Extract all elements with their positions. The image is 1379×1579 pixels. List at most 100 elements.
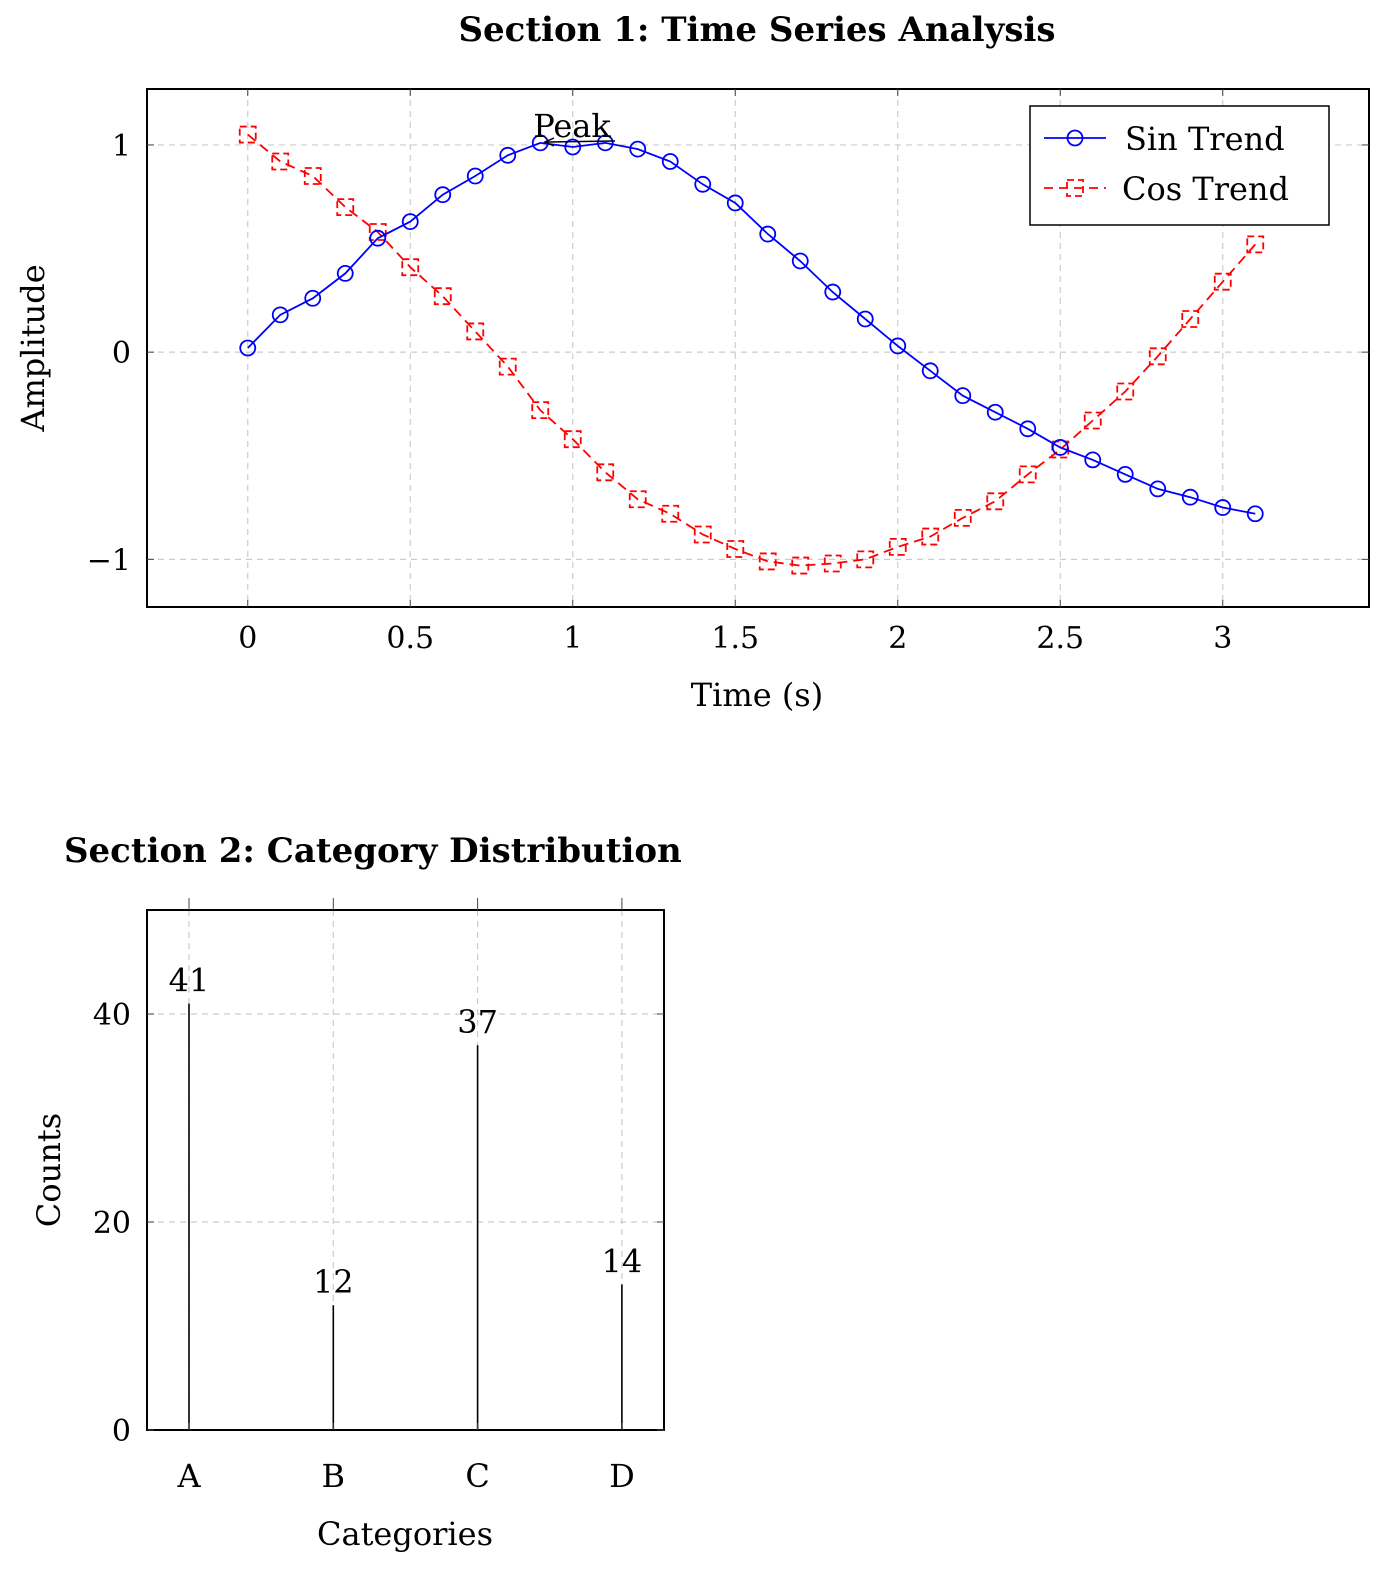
chart2-y-axis-label: Counts [30,1113,68,1227]
sin-trend-point [271,306,289,324]
cos-trend-point [466,322,485,341]
chart2-bars [188,1003,623,1430]
cos-trend-point [628,490,647,509]
sin-trend-point [1051,439,1069,456]
sin-trend-point [1246,505,1264,523]
cos-trend-point [401,258,420,277]
cos-trend-point [1246,235,1265,254]
chart2-grid [147,910,664,1431]
cos-trend-point [1083,411,1102,430]
chart2-ytick-label: 40 [93,998,131,1033]
sin-trend-point [304,289,322,307]
chart1-xtick-label: 2 [888,621,907,656]
cos-trend-point [238,125,257,144]
cos-trend-point [921,527,940,546]
sin-trend-point [239,339,257,357]
section1-title: Section 1: Time Series Analysis [458,10,1055,50]
sin-trend-point [369,229,387,247]
category-label-c: C [465,1457,489,1495]
sin-trend-point [564,138,582,156]
chart1-annotation: Peak [533,107,616,147]
sin-trend-point [661,153,679,170]
cos-trend-point [693,525,712,544]
chart1-ytick-label: −1 [87,543,131,578]
chart1-ytick-label: 0 [112,336,131,371]
cos-trend-point [661,504,680,523]
sin-trend-point [856,310,874,328]
legend-sin-label: Sin Trend [1125,120,1285,158]
chart1-xtick-label: 0.5 [386,621,434,656]
cos-trend-point [1213,272,1232,291]
cos-trend-point [823,554,842,573]
legend-cos-marker [1066,179,1084,197]
cos-trend-point [368,223,387,241]
sin-trend-point [954,387,972,405]
peak-annotation-text: Peak [533,107,611,145]
sin-trend-point [1084,451,1102,469]
sin-trend-point [434,186,452,204]
sin-trend-point [759,225,777,243]
bar-value-label-b: 12 [313,1263,354,1301]
chart1-xtick-labels: 0 0.5 1 1.5 2 2.5 3 [238,621,1232,656]
sin-trend-point [726,194,744,212]
sin-trend-point [629,140,647,158]
chart2-category-labels: A B C D [176,1457,634,1495]
cos-trend-point [1018,465,1037,484]
chart2-ticks [147,898,664,1431]
sin-trend-point [499,146,517,164]
category-label-a: A [176,1457,201,1495]
legend-box [1029,105,1330,226]
chart1-xtick-label: 1.5 [711,621,759,656]
cos-trend-point [531,401,550,420]
sin-trend-point [1149,480,1167,498]
sin-trend-point [824,283,842,301]
cos-trend-point [303,167,322,185]
sin-trend-point [466,167,484,185]
sin-trend-point [401,213,419,231]
chart1-xtick-label: 1 [563,621,582,656]
chart1-ytick-label: 1 [112,129,131,164]
sin-trend-point [694,175,712,193]
series-line-cos [247,133,1256,567]
chart1-legend: Sin Trend Cos Trend [1029,105,1330,226]
chart1-x-axis-label: Time (s) [691,676,823,714]
sin-trend-point [889,337,907,355]
chart2-ytick-labels: 0 20 40 [93,998,131,1449]
cos-trend-point [758,552,777,571]
sin-trend-point [986,403,1004,421]
legend-cos-label: Cos Trend [1122,170,1289,208]
bar-value-label-c: 37 [457,1003,498,1041]
sin-trend-point [1019,420,1037,438]
cos-trend-point [953,509,972,527]
chart2-value-labels: 41 12 37 14 [169,962,643,1302]
cos-trend-point [563,430,582,449]
chart2-x-axis-label: Categories [317,1515,493,1553]
chart1-y-axis-label: Amplitude [14,264,52,432]
legend-sin-marker [1066,129,1084,147]
cos-trend-point [596,463,615,482]
cos-trend-point [1116,382,1135,401]
sin-trend-point [336,265,354,282]
chart1-series [238,125,1265,575]
peak-annotation-arrow [547,140,616,143]
sin-trend-point [1214,499,1232,516]
cos-trend-point [1148,347,1167,366]
cos-trend-point [986,492,1005,511]
cos-trend-point [888,538,907,556]
bar-value-label-d: 14 [602,1242,643,1280]
sin-trend-point [921,362,939,380]
cos-trend-point [791,556,810,575]
category-label-d: D [609,1457,635,1495]
sin-trend-point [596,134,614,152]
cos-trend-point [271,152,290,171]
chart1-ticks [147,89,1369,607]
cos-trend-point [433,287,452,306]
chart1-xtick-label: 3 [1213,621,1232,656]
chart1-grid [147,89,1369,607]
chart2-ytick-label: 20 [93,1206,131,1241]
sin-trend-point [1116,465,1134,483]
chart1-plot-frame [146,88,1370,608]
chart2-plot-frame [146,909,665,1431]
cos-trend-point [336,198,355,217]
